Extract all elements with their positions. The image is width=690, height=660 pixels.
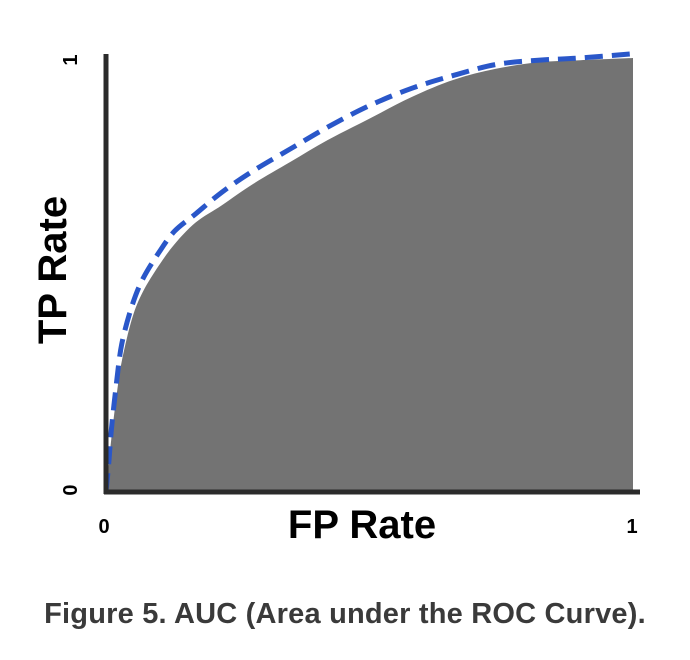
- auc-area-fill: [106, 58, 633, 491]
- y-tick-label-0: 0: [60, 484, 82, 495]
- y-axis-title: TP Rate: [31, 196, 75, 344]
- x-tick-label-1: 1: [626, 516, 637, 538]
- roc-auc-chart: TP Rate FP Rate 0 1 0 1: [31, 51, 640, 547]
- figure-caption: Figure 5. AUC (Area under the ROC Curve)…: [44, 598, 646, 630]
- roc-curve-dashed-line: [103, 51, 634, 492]
- series-layer: [103, 51, 634, 492]
- x-tick-label-0: 0: [98, 516, 109, 538]
- y-tick-label-1: 1: [60, 54, 82, 65]
- x-axis-title: FP Rate: [288, 503, 436, 547]
